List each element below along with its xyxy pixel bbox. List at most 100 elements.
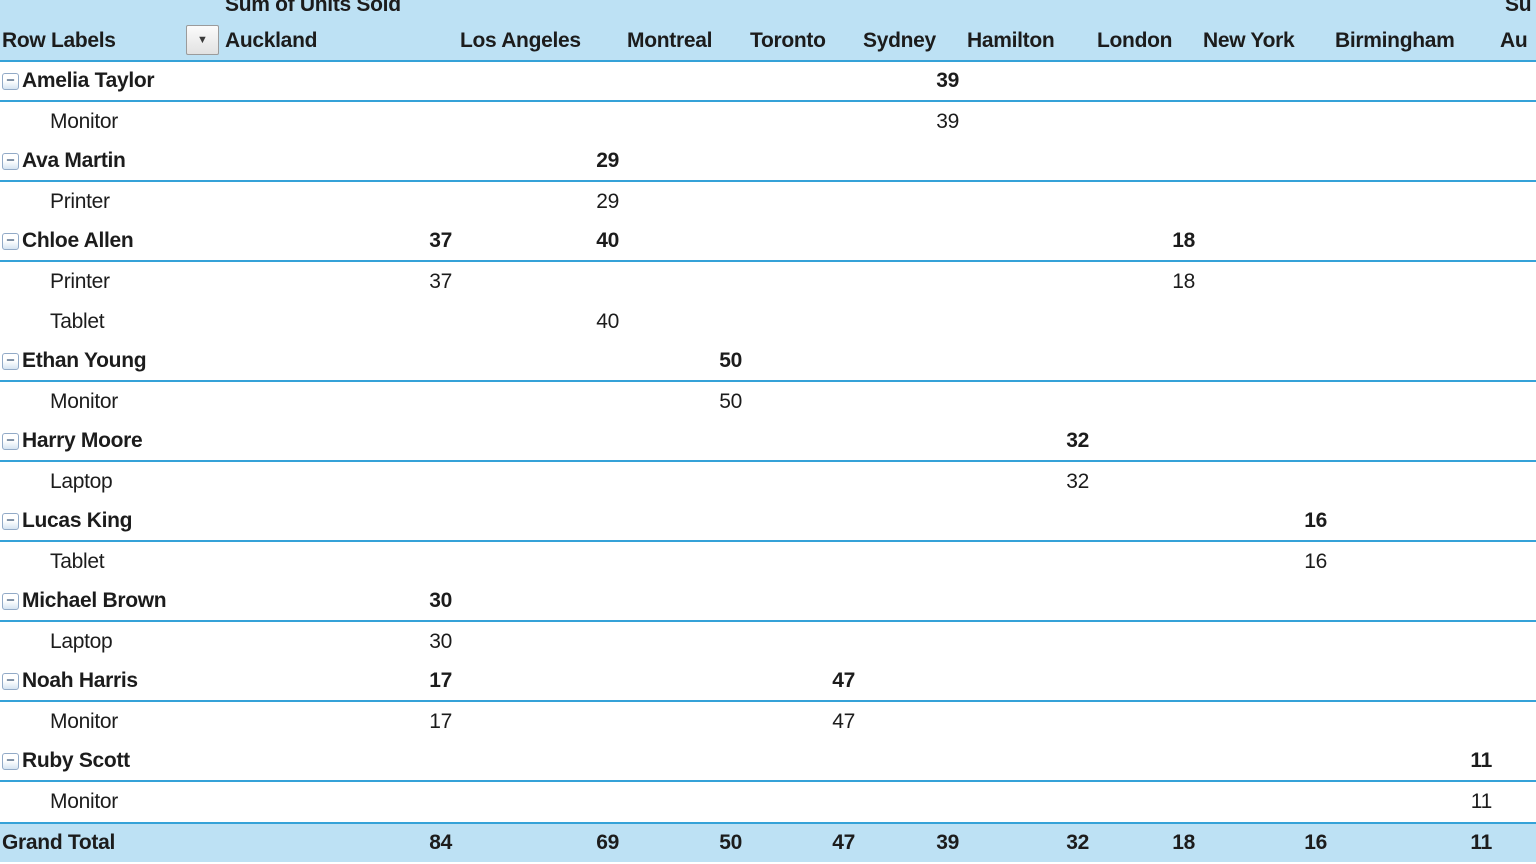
value-cell: [455, 462, 622, 502]
value-cell: [1198, 62, 1330, 100]
collapse-button[interactable]: −: [2, 512, 19, 530]
row-label: Monitor: [50, 390, 118, 413]
value-cell: [1092, 102, 1198, 142]
value-cell: [455, 422, 622, 460]
row-label-cell: Monitor: [0, 702, 220, 742]
pivot-row: − Michael Brown 30: [0, 582, 1536, 622]
value-cell: [1198, 462, 1330, 502]
value-cell: 39: [936, 831, 959, 854]
pivot-row: Monitor 11: [0, 782, 1536, 822]
value-cell: [622, 62, 745, 100]
value-cell: 11: [1470, 831, 1492, 854]
value-cell: [1092, 582, 1198, 620]
value-cell: [622, 262, 745, 302]
value-cell: [1495, 342, 1536, 380]
value-cell: [455, 702, 622, 742]
value-cell: [622, 182, 745, 222]
row-labels-filter-button[interactable]: ▼: [186, 25, 219, 55]
value-cell: [1330, 62, 1495, 100]
value-cell: [745, 102, 858, 142]
collapse-button[interactable]: −: [2, 232, 19, 250]
value-cell: 11: [1470, 790, 1493, 813]
row-label: Harry Moore: [22, 429, 143, 452]
value-cell: [1330, 102, 1495, 142]
pivot-row: Laptop 30: [0, 622, 1536, 662]
pivot-row: − Ava Martin 29: [0, 142, 1536, 182]
collapse-button[interactable]: −: [2, 592, 19, 610]
value-cell: [1495, 222, 1536, 260]
column-header: Birmingham: [1335, 29, 1455, 52]
value-cell: [1495, 382, 1536, 422]
value-cell: [745, 382, 858, 422]
value-cell: [1092, 622, 1198, 662]
value-cell: [1330, 462, 1495, 502]
row-label-cell: Printer: [0, 182, 220, 222]
value-cell: [455, 62, 622, 100]
value-cell: [745, 182, 858, 222]
value-cell: 17: [429, 669, 452, 692]
value-cell: 40: [596, 229, 619, 252]
value-cell: [1092, 142, 1198, 180]
value-cell: [745, 622, 858, 662]
value-cell: [220, 502, 455, 540]
row-label: Laptop: [50, 470, 113, 493]
value-cell: [1495, 462, 1536, 502]
collapse-button[interactable]: −: [2, 152, 19, 170]
value-cell: 32: [1066, 429, 1089, 452]
value-cell: 29: [596, 190, 619, 213]
value-cell: [962, 182, 1092, 222]
value-cell: 32: [1066, 831, 1089, 854]
value-cell: [220, 182, 455, 222]
value-cell: [622, 142, 745, 180]
value-cell: [1330, 622, 1495, 662]
collapse-button[interactable]: −: [2, 352, 19, 370]
value-cell: [622, 462, 745, 502]
value-cell: [622, 662, 745, 700]
value-cell: [622, 782, 745, 822]
value-cell: [858, 702, 962, 742]
value-cell: [1495, 302, 1536, 342]
collapse-button[interactable]: −: [2, 752, 19, 770]
pivot-row: Laptop 32: [0, 462, 1536, 502]
pivot-row: Tablet 40: [0, 302, 1536, 342]
value-cell: [1330, 542, 1495, 582]
column-header: Montreal: [627, 29, 713, 52]
value-cell: [962, 222, 1092, 260]
row-label: Noah Harris: [22, 669, 138, 692]
row-label-cell: Tablet: [0, 302, 220, 342]
value-cell: [1198, 702, 1330, 742]
value-cell: [1495, 142, 1536, 180]
value-cell: [858, 262, 962, 302]
value-cell: [1092, 302, 1198, 342]
value-cell: [455, 742, 622, 780]
collapse-button[interactable]: −: [2, 432, 19, 450]
pivot-row: − Noah Harris 17 47: [0, 662, 1536, 702]
row-label: Amelia Taylor: [22, 69, 155, 92]
value-cell: [745, 542, 858, 582]
value-cell: [220, 742, 455, 780]
pivot-row: − Harry Moore 32: [0, 422, 1536, 462]
value-cell: [858, 502, 962, 540]
value-cell: 29: [596, 149, 619, 172]
value-cell: [1330, 582, 1495, 620]
value-cell: [1330, 222, 1495, 260]
column-header: Toronto: [750, 29, 826, 52]
value-cell: [1198, 742, 1330, 780]
value-cell: 84: [429, 831, 452, 854]
value-cell: [1198, 342, 1330, 380]
row-label: Ethan Young: [22, 349, 147, 372]
value-cell: [1198, 222, 1330, 260]
value-cell: [1092, 462, 1198, 502]
pivot-row: − Ethan Young 50: [0, 342, 1536, 382]
pivot-row: − Amelia Taylor 39: [0, 62, 1536, 102]
pivot-row: Printer 29: [0, 182, 1536, 222]
value-cell: 50: [719, 831, 742, 854]
row-label: Grand Total: [2, 831, 115, 854]
collapse-button[interactable]: −: [2, 72, 19, 90]
collapse-button[interactable]: −: [2, 672, 19, 690]
value-cell: [962, 262, 1092, 302]
values-title: Sum of Units Sold: [225, 0, 401, 16]
value-cell: [1198, 782, 1330, 822]
value-cell: [1495, 102, 1536, 142]
row-label-cell: Laptop: [0, 622, 220, 662]
